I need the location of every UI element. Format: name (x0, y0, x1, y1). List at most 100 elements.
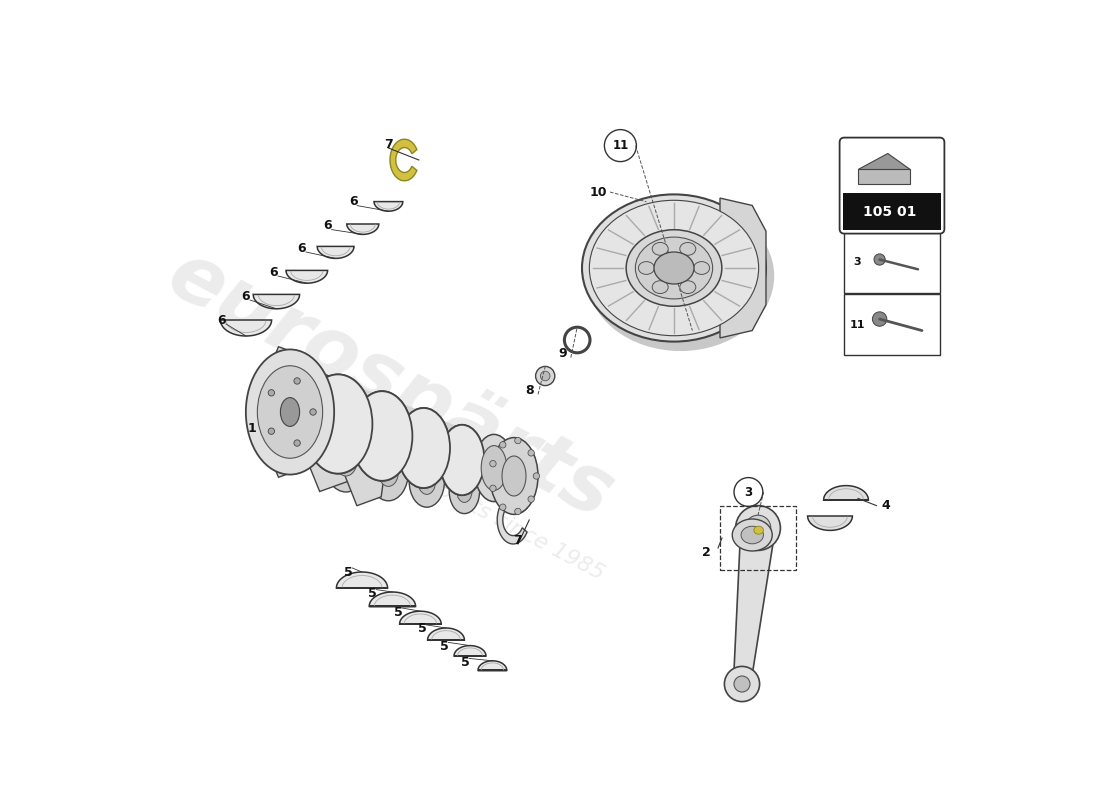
Text: 1: 1 (248, 422, 256, 434)
Polygon shape (390, 139, 417, 181)
Text: 6: 6 (298, 242, 306, 254)
Polygon shape (734, 526, 776, 685)
Ellipse shape (536, 366, 554, 386)
Ellipse shape (680, 281, 696, 294)
Ellipse shape (397, 408, 450, 488)
Ellipse shape (440, 425, 484, 495)
Polygon shape (296, 373, 354, 491)
Circle shape (294, 440, 300, 446)
Ellipse shape (540, 371, 550, 381)
Ellipse shape (252, 358, 329, 466)
Ellipse shape (397, 408, 450, 488)
Polygon shape (455, 426, 464, 494)
Polygon shape (278, 360, 294, 464)
Polygon shape (824, 486, 868, 500)
Ellipse shape (694, 262, 710, 274)
Circle shape (534, 473, 540, 479)
Ellipse shape (323, 428, 368, 492)
Polygon shape (220, 320, 272, 336)
Ellipse shape (636, 237, 713, 299)
Ellipse shape (304, 374, 373, 474)
Polygon shape (428, 628, 464, 640)
Polygon shape (373, 394, 385, 478)
Circle shape (515, 508, 521, 514)
Polygon shape (286, 270, 328, 283)
Polygon shape (370, 592, 416, 606)
Ellipse shape (654, 252, 694, 284)
FancyBboxPatch shape (839, 138, 945, 234)
Ellipse shape (733, 519, 772, 551)
Ellipse shape (449, 469, 480, 514)
Polygon shape (252, 346, 317, 478)
Circle shape (528, 496, 535, 502)
Polygon shape (337, 572, 387, 588)
Polygon shape (807, 516, 852, 530)
Text: 6: 6 (349, 195, 358, 208)
Text: 5: 5 (344, 566, 353, 578)
Polygon shape (858, 154, 910, 170)
Text: 4: 4 (881, 499, 890, 512)
Text: 3: 3 (854, 258, 861, 267)
Text: 6: 6 (270, 266, 278, 278)
Circle shape (268, 390, 275, 396)
Text: 5: 5 (418, 622, 427, 635)
Ellipse shape (745, 515, 771, 541)
Ellipse shape (736, 506, 780, 550)
Text: 3: 3 (745, 486, 752, 498)
Ellipse shape (490, 438, 538, 514)
Ellipse shape (590, 200, 759, 336)
Circle shape (294, 378, 300, 384)
Ellipse shape (440, 425, 484, 495)
Text: 2: 2 (702, 546, 711, 558)
Ellipse shape (502, 456, 526, 496)
Ellipse shape (481, 446, 507, 490)
Ellipse shape (378, 458, 398, 486)
Text: 8: 8 (526, 384, 535, 397)
Polygon shape (399, 611, 441, 624)
Polygon shape (328, 377, 341, 471)
Ellipse shape (352, 391, 412, 481)
Text: 6: 6 (218, 314, 227, 326)
Text: a passion for parts since 1985: a passion for parts since 1985 (300, 408, 607, 584)
Polygon shape (497, 496, 527, 544)
Circle shape (268, 428, 275, 434)
Ellipse shape (245, 350, 334, 474)
Ellipse shape (368, 443, 408, 501)
Ellipse shape (252, 358, 329, 466)
Ellipse shape (734, 676, 750, 692)
Polygon shape (378, 435, 450, 466)
Ellipse shape (638, 262, 654, 274)
Polygon shape (478, 661, 507, 670)
Polygon shape (336, 398, 387, 506)
Ellipse shape (582, 194, 766, 342)
Polygon shape (253, 294, 299, 309)
Polygon shape (416, 410, 426, 486)
Polygon shape (720, 198, 766, 338)
Polygon shape (338, 379, 382, 476)
Text: 5: 5 (440, 640, 449, 653)
Polygon shape (420, 448, 483, 474)
Polygon shape (858, 170, 910, 184)
Circle shape (499, 442, 506, 448)
Circle shape (310, 409, 316, 415)
Ellipse shape (741, 526, 763, 544)
Text: 6: 6 (323, 219, 332, 232)
Ellipse shape (280, 398, 299, 426)
Ellipse shape (304, 374, 373, 474)
Ellipse shape (409, 456, 444, 507)
FancyBboxPatch shape (845, 232, 939, 293)
Ellipse shape (334, 444, 358, 476)
Ellipse shape (586, 201, 774, 351)
Text: 105 01: 105 01 (864, 205, 916, 218)
Polygon shape (333, 422, 411, 457)
Polygon shape (317, 246, 354, 258)
Polygon shape (382, 396, 424, 484)
Polygon shape (285, 408, 371, 446)
Ellipse shape (456, 480, 472, 502)
Text: 7: 7 (514, 534, 522, 546)
Text: 7: 7 (384, 138, 393, 150)
Text: 5: 5 (368, 587, 377, 600)
Polygon shape (374, 202, 403, 211)
Ellipse shape (652, 281, 668, 294)
Circle shape (490, 461, 496, 467)
